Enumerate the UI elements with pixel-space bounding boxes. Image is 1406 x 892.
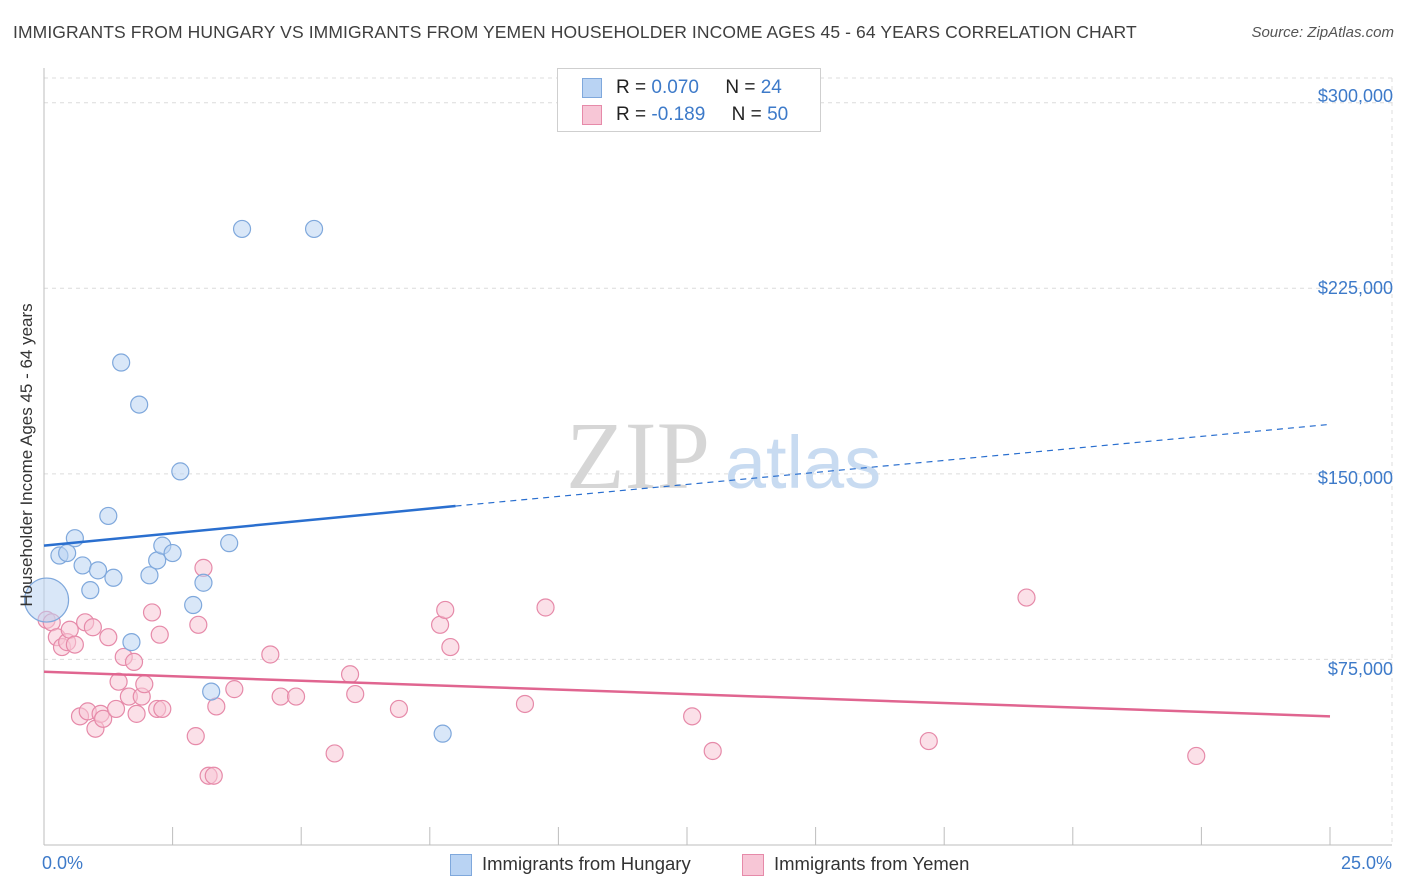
n-value: 24: [760, 77, 782, 98]
yemen-point: [389, 699, 409, 719]
axes: [43, 68, 1392, 846]
yemen-point: [536, 598, 555, 617]
yemen-point: [441, 637, 460, 657]
yemen-point: [150, 625, 169, 644]
hungary-point: [23, 577, 70, 623]
chart-title: IMMIGRANTS FROM HUNGARY VS IMMIGRANTS FR…: [13, 22, 1137, 42]
yemen-point: [204, 766, 223, 785]
yemen-point: [106, 699, 126, 719]
hungary-point: [104, 568, 123, 587]
y-tick-label: $150,000: [1317, 468, 1393, 488]
yemen-point: [340, 665, 360, 684]
n-value: 50: [767, 104, 789, 125]
r-label: R =: [616, 104, 647, 125]
yemen-point: [99, 628, 118, 647]
hungary-trend-line: [43, 504, 456, 547]
y-axis-title: Householder Income Ages 45 - 64 years: [17, 303, 36, 607]
hungary-swatch: [582, 78, 602, 98]
yemen-point: [65, 635, 84, 654]
hungary-swatch: [450, 854, 472, 876]
watermark-atlas: atlas: [725, 421, 881, 504]
yemen-point: [153, 699, 172, 719]
hungary-point: [140, 566, 159, 585]
yemen-point: [919, 731, 938, 751]
y-tick-label: $225,000: [1317, 278, 1393, 298]
y-tick-label: $300,000: [1317, 86, 1393, 106]
hungary-point: [171, 462, 190, 481]
n-label: N =: [731, 104, 762, 125]
hungary-point: [122, 633, 141, 652]
r-label: R =: [616, 77, 647, 98]
yemen-point: [346, 684, 365, 704]
hungary-point: [202, 682, 221, 701]
x-tick-label: 0.0%: [42, 853, 84, 873]
series-yemen: [37, 558, 1206, 785]
hungary-point: [163, 543, 182, 563]
y-tick-label: $75,000: [1327, 659, 1393, 679]
hungary-point: [433, 724, 452, 743]
series-hungary: [23, 219, 452, 743]
yemen-point: [142, 603, 162, 622]
grid-lines: [44, 77, 1393, 845]
hungary-point: [73, 556, 92, 575]
yemen-point: [225, 680, 244, 699]
yemen-point: [83, 618, 102, 637]
yemen-trend-line: [43, 670, 1331, 718]
hungary-point: [232, 219, 252, 239]
hungary-point: [112, 353, 131, 372]
hungary-point: [304, 219, 324, 239]
yemen-point: [683, 707, 702, 726]
yemen-point: [124, 652, 144, 672]
yemen-point: [703, 741, 722, 761]
stats-legend: R = 0.070 N = 24 R = -0.189 N = 50: [557, 68, 821, 132]
yemen-point: [127, 704, 146, 723]
legend-label: Immigrants from Yemen: [774, 853, 970, 874]
x-tick-label: 25.0%: [1340, 853, 1392, 873]
hungary-point: [194, 573, 213, 592]
r-value: -0.189: [651, 104, 706, 125]
trend-lines: [43, 423, 1331, 718]
yemen-point: [135, 675, 154, 694]
yemen-point: [1017, 588, 1036, 607]
yemen-swatch: [582, 105, 602, 125]
yemen-point: [1187, 746, 1206, 766]
yemen-point: [286, 687, 306, 706]
r-value: 0.070: [651, 77, 699, 98]
legend-label: Immigrants from Hungary: [482, 853, 691, 874]
hungary-point: [99, 506, 118, 526]
hungary-trend-extension: [455, 423, 1331, 507]
hungary-point: [130, 395, 149, 414]
hungary-point: [220, 534, 239, 553]
source-label: Source: ZipAtlas.com: [1251, 24, 1394, 41]
yemen-point: [94, 709, 113, 728]
hungary-point: [81, 581, 100, 600]
hungary-point: [184, 595, 203, 615]
yemen-point: [186, 727, 205, 746]
hungary-point: [88, 561, 108, 580]
yemen-swatch: [742, 854, 764, 876]
watermark: ZIP atlas: [566, 402, 881, 509]
yemen-point: [325, 744, 344, 763]
yemen-point: [271, 687, 290, 706]
yemen-point: [436, 600, 455, 620]
yemen-point: [515, 694, 535, 714]
watermark-zip: ZIP: [566, 402, 710, 509]
n-label: N =: [725, 77, 756, 98]
yemen-point: [261, 645, 280, 664]
yemen-point: [189, 615, 208, 634]
